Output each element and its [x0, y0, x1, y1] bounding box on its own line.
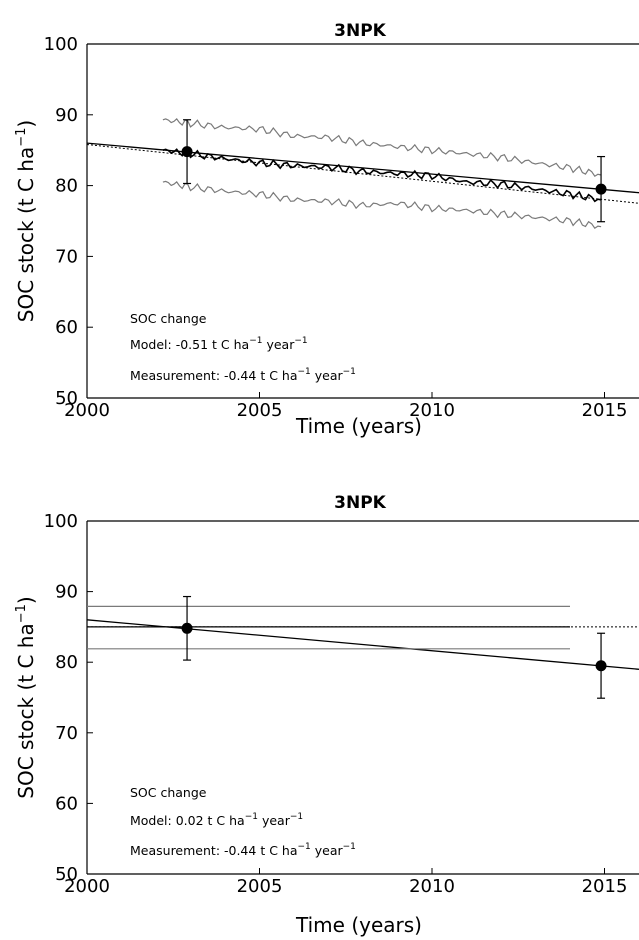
chart-panel-1: 3NPK 50 60 70 80 90 100 2000 2005 2010 2015 Time (y… [14, 21, 639, 438]
annotation-measurement: Measurement: -0.44 t C ha−1 year−1 [130, 367, 356, 383]
x-tick-label: 2000 [64, 400, 110, 421]
x-tick-label: 2015 [582, 400, 628, 421]
y-tick-label: 60 [55, 317, 78, 338]
x-tick-label: 2015 [582, 876, 628, 897]
series-model [162, 148, 602, 203]
y-tick-label: 100 [44, 511, 78, 532]
annotation-heading: SOC change [130, 311, 207, 326]
y-tick-label: 90 [55, 105, 78, 126]
y-tick-label: 100 [44, 34, 78, 55]
chart-title: 3NPK [334, 21, 387, 41]
measurement-point [181, 622, 193, 634]
annotation-model: Model: 0.02 t C ha−1 year−1 [130, 812, 303, 828]
plot-area [87, 118, 639, 230]
annotation-model: Model: -0.51 t C ha−1 year−1 [130, 336, 308, 352]
x-tick-label: 2000 [64, 876, 110, 897]
series-model-trend [87, 144, 639, 204]
y-tick-label: 80 [55, 652, 78, 673]
annotation-measurement: Measurement: -0.44 t C ha−1 year−1 [130, 842, 356, 858]
x-tick-label: 2005 [237, 876, 283, 897]
x-tick-label: 2005 [237, 400, 283, 421]
x-axis-label: Time (years) [295, 913, 422, 937]
y-tick-label: 90 [55, 582, 78, 603]
y-axis-label: SOC stock (t C ha−1) [14, 596, 38, 798]
y-axis-label: SOC stock (t C ha−1) [14, 120, 38, 322]
chart-title: 3NPK [334, 493, 387, 513]
series-measurement-trend [87, 619, 639, 670]
measurement-point [595, 183, 607, 195]
annotation-heading: SOC change [130, 785, 207, 800]
x-tick-label: 2010 [409, 876, 455, 897]
y-tick-label: 70 [55, 246, 78, 267]
chart-panel-2: 3NPK 50 60 70 80 90 100 2000 2005 2010 2015 Time (y… [14, 493, 639, 937]
measurement-point [181, 146, 193, 158]
series-model-lower [162, 180, 602, 230]
y-tick-label: 80 [55, 176, 78, 197]
x-tick-label: 2010 [409, 400, 455, 421]
y-tick-label: 50 [55, 864, 78, 885]
x-axis-label: Time (years) [295, 414, 422, 438]
y-tick-label: 60 [55, 793, 78, 814]
plot-area [87, 595, 639, 699]
y-tick-label: 70 [55, 723, 78, 744]
measurement-point [595, 660, 607, 672]
series-model-upper [162, 118, 602, 178]
y-tick-label: 50 [55, 388, 78, 409]
